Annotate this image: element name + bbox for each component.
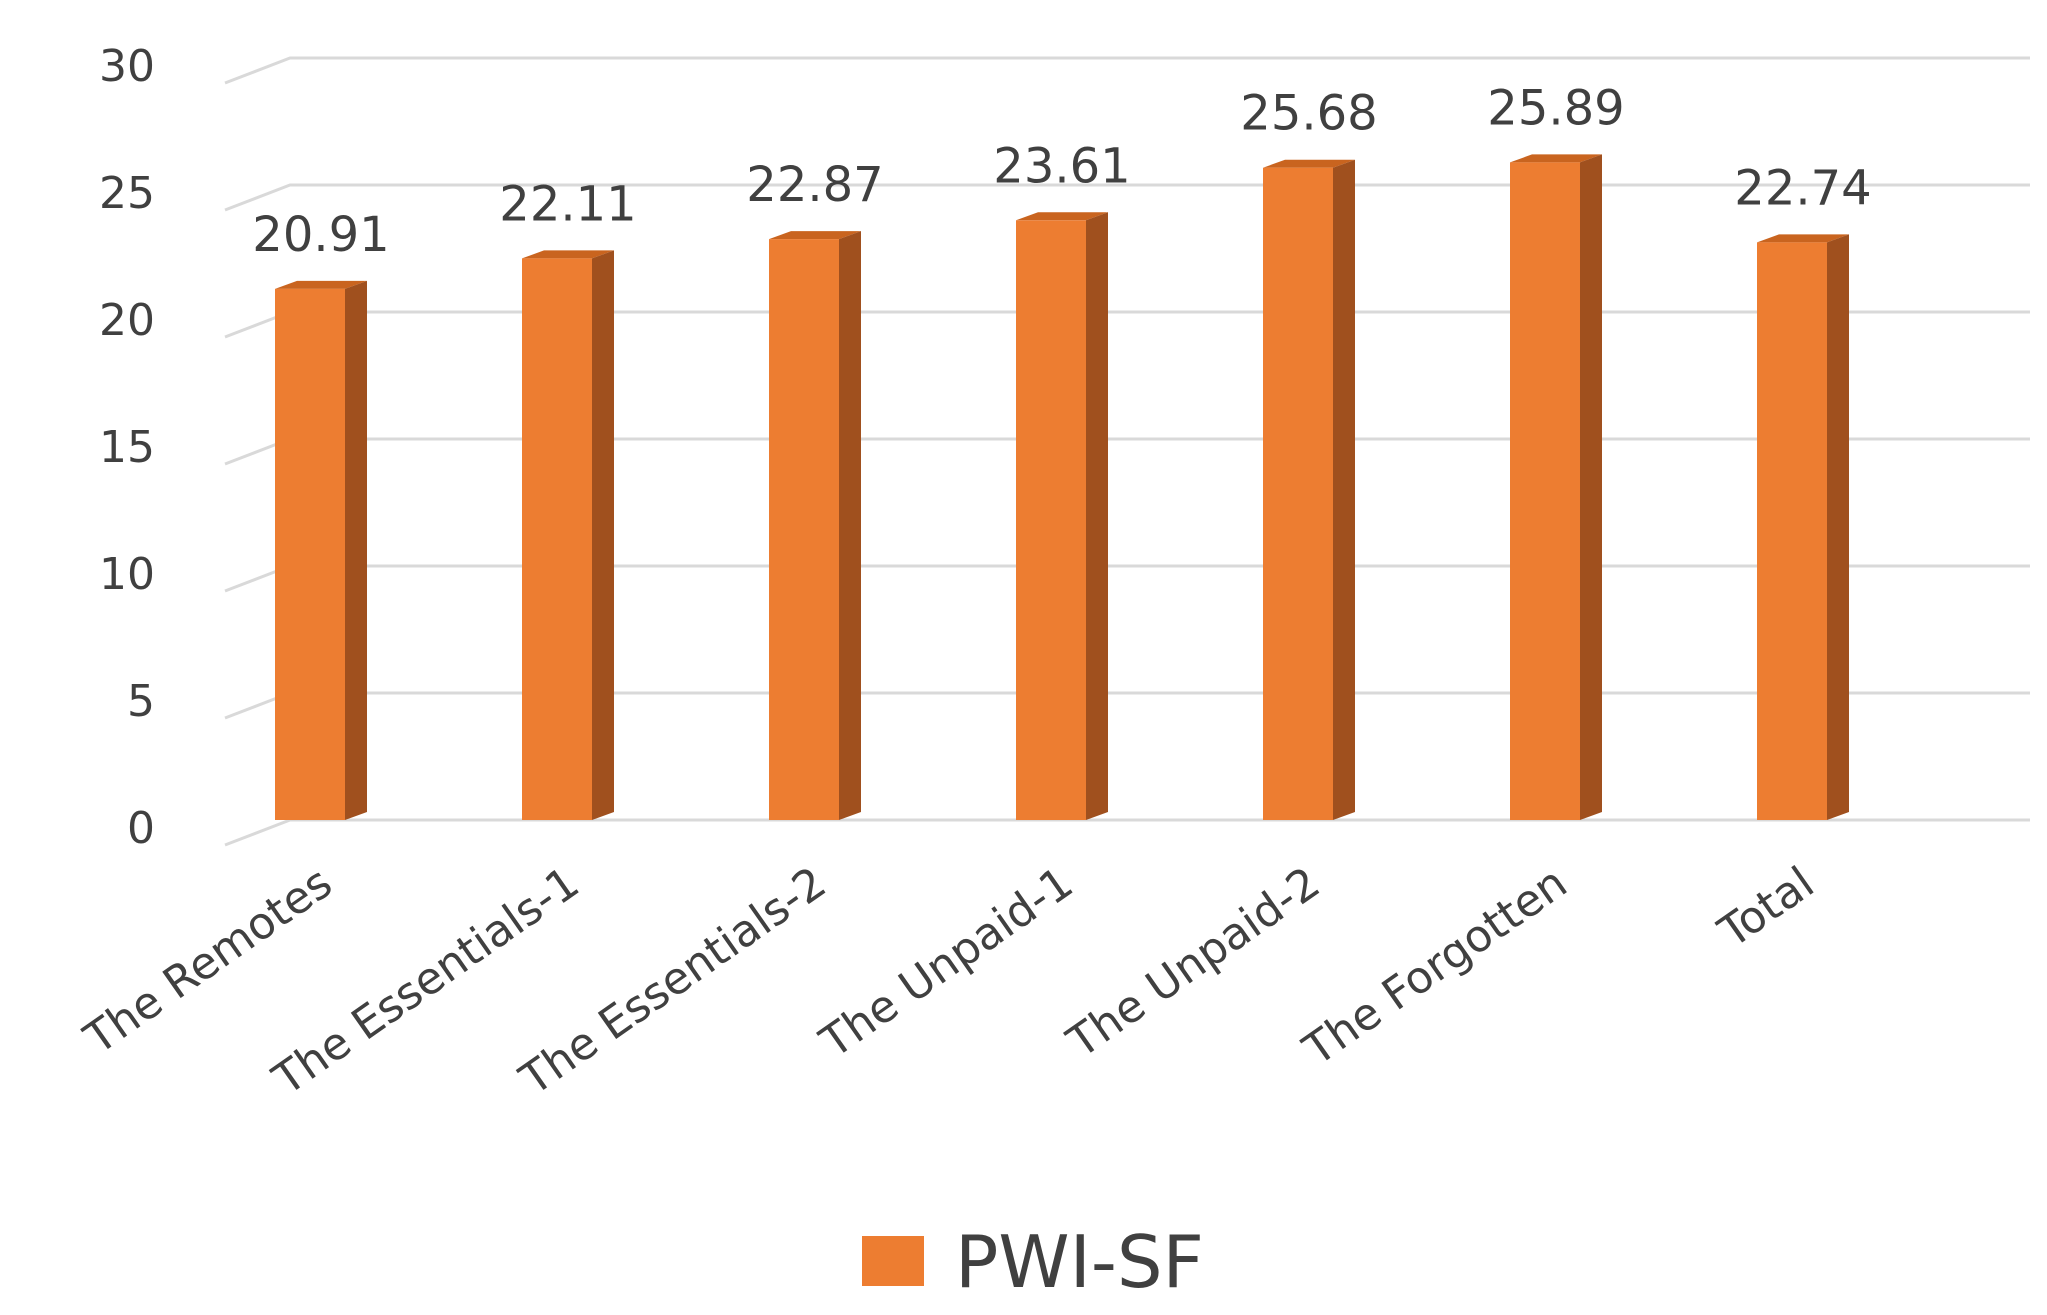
bar-top xyxy=(275,280,367,289)
bar-side xyxy=(345,280,367,820)
data-labels: 20.91 22.11 22.87 23.61 25.68 25.89 22.74 xyxy=(252,80,1871,262)
category-label: The Remotes xyxy=(75,857,341,1065)
bar xyxy=(769,231,861,821)
data-label: 25.89 xyxy=(1487,80,1624,136)
bar-top xyxy=(1757,234,1849,243)
bar-side xyxy=(1333,159,1355,820)
bar-front xyxy=(1757,242,1827,821)
y-tick-label: 20 xyxy=(99,295,155,346)
bar xyxy=(1263,159,1355,820)
bar-front xyxy=(1263,167,1333,820)
bar-front xyxy=(275,288,345,820)
bar-side xyxy=(839,231,861,821)
y-tick-label: 10 xyxy=(99,549,155,600)
data-label: 23.61 xyxy=(993,138,1130,194)
bar-front xyxy=(1016,220,1086,820)
y-tick-label: 30 xyxy=(99,41,155,92)
y-tick-label: 25 xyxy=(99,168,155,219)
bar xyxy=(1757,234,1849,821)
bar-front xyxy=(1510,162,1580,821)
bar-side xyxy=(1580,154,1602,821)
bar xyxy=(1510,154,1602,821)
bar-top xyxy=(1510,154,1602,163)
bar xyxy=(522,250,614,820)
bar-top xyxy=(1263,159,1355,168)
category-label: The Forgotten xyxy=(1294,857,1576,1076)
data-label: 25.68 xyxy=(1240,86,1377,142)
y-tick-label: 0 xyxy=(127,803,155,854)
bar-side xyxy=(1827,234,1849,821)
y-axis-ticks: 0 5 10 15 20 25 30 xyxy=(99,41,155,854)
data-label: 22.87 xyxy=(746,157,883,213)
legend: PWI-SF xyxy=(862,1220,1204,1304)
legend-swatch xyxy=(862,1236,924,1286)
bar-front xyxy=(522,258,592,820)
category-label: The Unpaid-1 xyxy=(811,857,1083,1068)
gridline xyxy=(224,56,2030,85)
y-tick-label: 5 xyxy=(127,676,155,727)
bar-front xyxy=(769,239,839,821)
data-label: 22.74 xyxy=(1734,160,1871,216)
category-label: Total xyxy=(1709,857,1823,958)
bar-side xyxy=(1086,212,1108,820)
legend-label: PWI-SF xyxy=(955,1220,1204,1304)
bar xyxy=(275,280,367,820)
y-tick-label: 15 xyxy=(99,422,155,473)
bar-side xyxy=(592,250,614,820)
gridline xyxy=(224,818,2030,847)
category-label: The Unpaid-2 xyxy=(1058,857,1330,1068)
bar-top xyxy=(522,250,614,259)
gridline xyxy=(224,183,2030,212)
data-label: 20.91 xyxy=(252,207,389,263)
bars xyxy=(275,154,1849,821)
bar-top xyxy=(1016,212,1108,221)
bar xyxy=(1016,212,1108,820)
bar-top xyxy=(769,231,861,240)
data-label: 22.11 xyxy=(499,176,636,232)
